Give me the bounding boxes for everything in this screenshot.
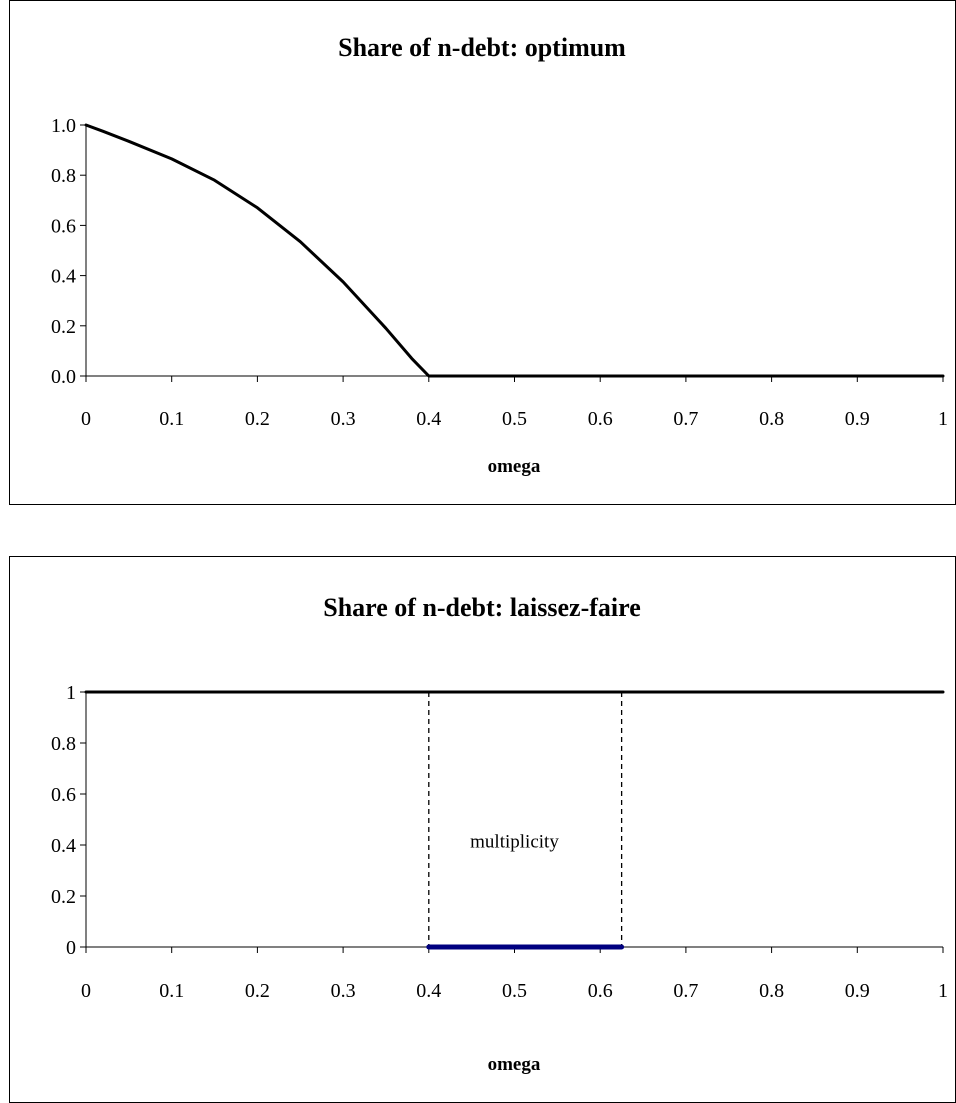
x-tick-label: 0.3	[331, 408, 356, 430]
y-tick-label: 0.0	[51, 366, 76, 388]
y-tick-label: 0.6	[51, 215, 76, 237]
x-tick-label: 0.3	[331, 980, 356, 1002]
x-axis-label: omega	[488, 456, 541, 477]
x-tick-label: 0.6	[588, 980, 613, 1002]
x-tick-label: 0.8	[759, 408, 784, 430]
x-tick-label: 0.9	[845, 408, 870, 430]
x-tick-label: 0.8	[759, 980, 784, 1002]
x-axis-label: omega	[488, 1054, 541, 1075]
y-tick-label: 0.2	[51, 886, 76, 908]
chart-title: Share of n-debt: laissez-faire	[323, 593, 641, 622]
x-tick-label: 0.7	[673, 408, 698, 430]
x-tick-label: 0.1	[159, 408, 184, 430]
x-tick-label: 0	[81, 980, 91, 1002]
chart-laissez-faire-svg: Share of n-debt: laissez-faire omega 0 0.…	[51, 593, 948, 1075]
y-tick-label: 0.2	[51, 316, 76, 338]
series-line	[84, 123, 945, 378]
y-tick-label: 1.0	[51, 115, 76, 137]
x-tick-label: 0.5	[502, 980, 527, 1002]
y-tick-label: 1	[66, 682, 76, 704]
chart-optimum: Share of n-debt: optimum omega 0.0 0.2 0.4…	[9, 0, 956, 505]
y-tick-label: 0.4	[51, 266, 76, 288]
y-tick-label: 0	[66, 937, 76, 959]
chart-optimum-svg: Share of n-debt: optimum omega 0.0 0.2 0.4…	[51, 33, 948, 477]
x-tick-label: 0.6	[588, 408, 613, 430]
y-tick-label: 0.6	[51, 784, 76, 806]
x-tick-label: 0	[81, 408, 91, 430]
chart-laissez-faire: Share of n-debt: laissez-faire omega 0 0.…	[9, 556, 956, 1103]
x-tick-label: 1	[938, 408, 948, 430]
x-tick-label: 0.4	[416, 408, 441, 430]
x-tick-label: 0.7	[673, 980, 698, 1002]
x-tick-label: 0.5	[502, 408, 527, 430]
y-tick-label: 0.8	[51, 165, 76, 187]
x-tick-label: 0.2	[245, 408, 270, 430]
x-tick-label: 0.2	[245, 980, 270, 1002]
y-tick-label: 0.8	[51, 733, 76, 755]
x-tick-label: 0.9	[845, 980, 870, 1002]
x-tick-label: 0.1	[159, 980, 184, 1002]
x-tick-label: 1	[938, 980, 948, 1002]
x-tick-label: 0.4	[416, 980, 441, 1002]
annotation-label: multiplicity	[470, 832, 559, 853]
chart-title: Share of n-debt: optimum	[338, 33, 626, 62]
y-tick-label: 0.4	[51, 835, 76, 857]
